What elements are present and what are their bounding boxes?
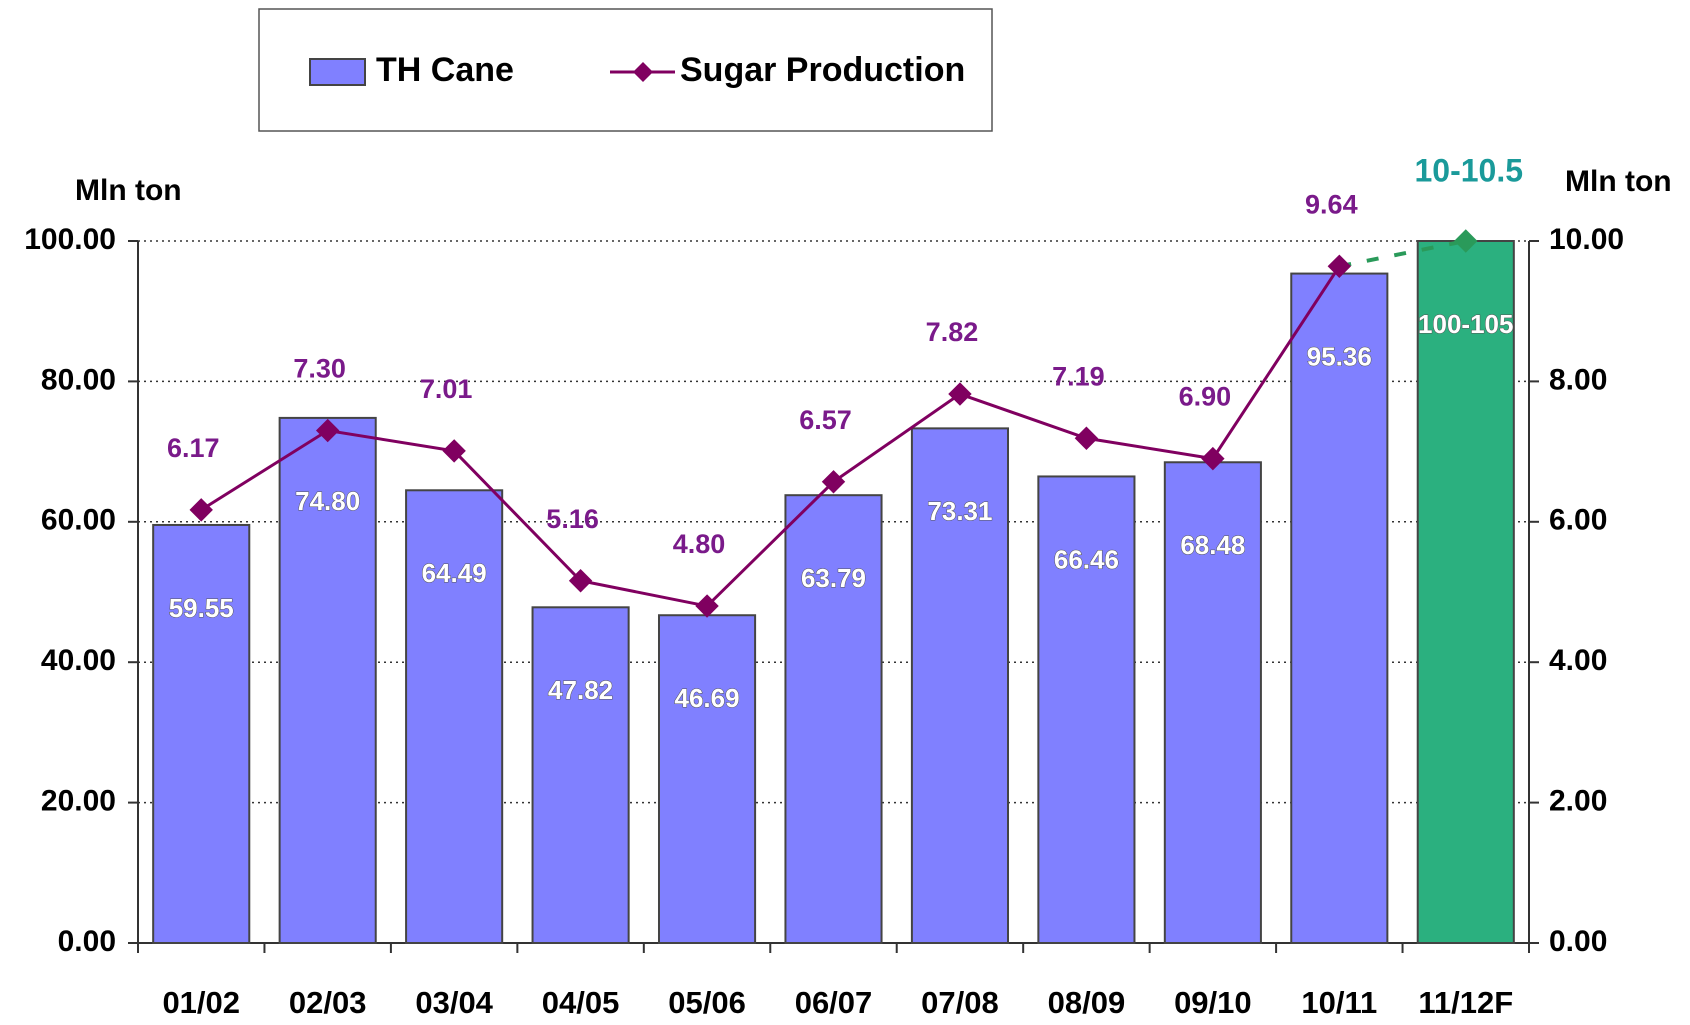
x-tick-label: 02/03 — [289, 985, 367, 1020]
bar — [278, 416, 377, 944]
bar-value-label: 59.55 — [169, 593, 234, 623]
line-marker — [189, 498, 213, 522]
line-marker — [442, 439, 466, 463]
line — [200, 265, 1341, 608]
line-value-label: 6.57 — [799, 405, 852, 435]
bar-value-label: 100-105 — [1418, 309, 1513, 339]
y2-tick-label: 4.00 — [1549, 644, 1607, 677]
line-marker — [821, 470, 846, 494]
legend-label: TH Cane — [376, 51, 514, 89]
line-value-label: 6.17 — [167, 433, 220, 463]
line-value-label: 6.90 — [1179, 382, 1232, 412]
bar-value-label: 63.79 — [801, 563, 866, 593]
y2-tick-label: 10.00 — [1549, 223, 1624, 256]
x-tick-label: 05/06 — [668, 985, 746, 1020]
y2-tick-label: 6.00 — [1549, 504, 1607, 537]
line-marker — [1201, 446, 1225, 471]
forecast-line — [1338, 239, 1467, 269]
line-value-label: 7.30 — [293, 354, 346, 384]
line-marker — [948, 382, 972, 406]
line-value-label: 7.19 — [1052, 361, 1105, 391]
y2-tick-label: 8.00 — [1549, 363, 1607, 396]
bar — [1037, 475, 1136, 944]
x-tick-label: 06/07 — [795, 985, 873, 1020]
y-tick-label: 100.00 — [24, 223, 116, 256]
bar-value-label: 64.49 — [422, 558, 487, 588]
line-marker — [1454, 229, 1478, 253]
bar-value-label: 47.82 — [548, 675, 613, 705]
line-value-label: 4.80 — [673, 529, 726, 559]
legend-swatch — [309, 58, 366, 86]
line-marker — [1327, 254, 1352, 278]
bar — [405, 489, 504, 944]
y2-axis-label: Mln ton — [1565, 165, 1672, 198]
legend-marker — [633, 62, 653, 82]
line-value-label: 7.82 — [926, 317, 979, 347]
line-value-label: 10-10.5 — [1415, 152, 1524, 188]
bar-value-label: 66.46 — [1054, 544, 1119, 574]
y-tick-label: 60.00 — [41, 504, 116, 537]
bar-value-label: 46.69 — [675, 683, 740, 713]
y-tick-label: 80.00 — [41, 363, 116, 396]
line-marker — [568, 569, 593, 593]
y-tick-label: 40.00 — [41, 644, 116, 677]
bar-value-label: 73.31 — [927, 496, 992, 526]
line-value-label: 7.01 — [420, 374, 473, 404]
bar — [784, 494, 883, 944]
x-tick-label: 10/11 — [1301, 985, 1377, 1020]
legend-box — [258, 8, 993, 132]
bar-value-label: 95.36 — [1307, 341, 1372, 371]
line-marker — [315, 418, 340, 443]
line-value-label: 9.64 — [1305, 189, 1358, 219]
x-tick-label: 09/10 — [1174, 985, 1252, 1020]
legend-label: Sugar Production — [680, 51, 965, 89]
y2-tick-label: 2.00 — [1549, 785, 1607, 818]
x-tick-label: 03/04 — [415, 985, 493, 1020]
line-value-label: 5.16 — [546, 504, 599, 534]
y-tick-label: 0.00 — [58, 925, 116, 958]
y2-tick-label: 0.00 — [1549, 925, 1607, 958]
bar — [531, 606, 630, 944]
bar — [910, 427, 1010, 945]
bar — [152, 523, 251, 944]
y-tick-label: 20.00 — [41, 785, 116, 818]
line-marker — [1074, 426, 1099, 450]
bar — [1290, 272, 1389, 944]
line-marker — [695, 594, 719, 618]
y-axis-label: Mln ton — [75, 174, 182, 207]
x-tick-label: 11/12F — [1418, 985, 1513, 1020]
x-tick-label: 04/05 — [542, 985, 620, 1020]
x-tick-label: 08/09 — [1048, 985, 1126, 1020]
bar — [1416, 240, 1515, 944]
x-tick-label: 07/08 — [921, 985, 999, 1020]
bar — [657, 614, 757, 944]
bar-value-label: 74.80 — [295, 486, 360, 516]
bar-value-label: 68.48 — [1180, 530, 1245, 560]
bar — [1163, 461, 1262, 944]
x-tick-label: 01/02 — [162, 985, 240, 1020]
